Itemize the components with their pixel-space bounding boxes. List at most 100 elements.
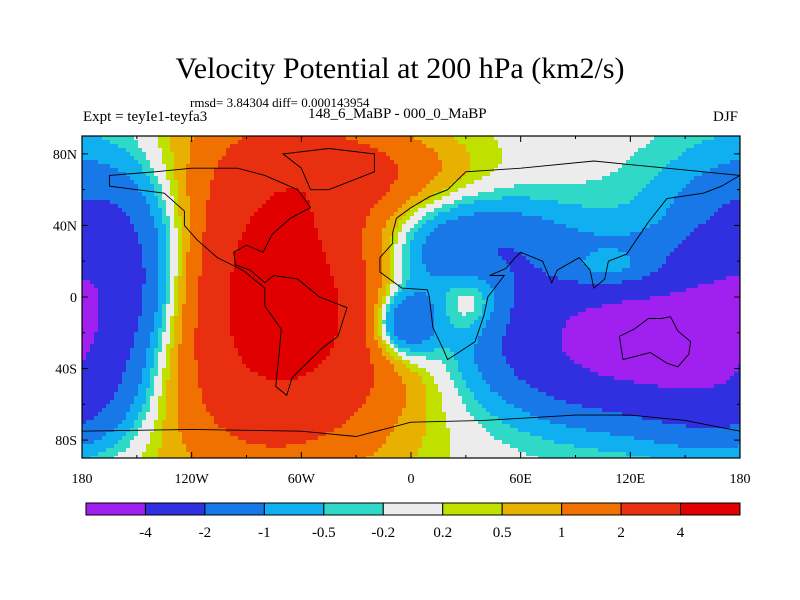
field-cell [726, 160, 731, 165]
field-cell [350, 164, 355, 169]
field-cell [366, 168, 371, 173]
field-cell [594, 148, 599, 153]
field-cell [618, 204, 623, 209]
field-cell [174, 196, 179, 201]
field-cell [86, 244, 91, 249]
field-cell [174, 164, 179, 169]
field-cell [510, 252, 515, 257]
field-cell [370, 252, 375, 257]
field-cell [118, 176, 123, 181]
field-cell [690, 248, 695, 253]
field-cell [650, 168, 655, 173]
field-cell [290, 248, 295, 253]
field-cell [658, 188, 663, 193]
field-cell [722, 184, 727, 189]
field-cell [690, 240, 695, 245]
field-cell [186, 236, 191, 241]
field-cell [470, 164, 475, 169]
field-cell [698, 184, 703, 189]
field-cell [334, 232, 339, 237]
field-cell [734, 208, 739, 213]
field-cell [726, 200, 731, 205]
field-cell [246, 144, 251, 149]
field-cell [474, 204, 479, 209]
field-cell [230, 168, 235, 173]
field-cell [86, 136, 91, 141]
field-cell [286, 180, 291, 185]
field-cell [218, 208, 223, 213]
field-cell [122, 244, 127, 249]
field-cell [430, 228, 435, 233]
field-cell [710, 144, 715, 149]
field-cell [382, 208, 387, 213]
field-cell [210, 256, 215, 261]
field-cell [226, 212, 231, 217]
field-cell [386, 188, 391, 193]
field-cell [366, 220, 371, 225]
field-cell [118, 180, 123, 185]
field-cell [554, 156, 559, 161]
field-cell [230, 172, 235, 177]
field-cell [502, 188, 507, 193]
field-cell [590, 172, 595, 177]
field-cell [686, 240, 691, 245]
field-cell [606, 164, 611, 169]
field-cell [590, 212, 595, 217]
field-cell [98, 176, 103, 181]
field-cell [542, 160, 547, 165]
field-cell [190, 256, 195, 261]
field-cell [582, 176, 587, 181]
field-cell [114, 196, 119, 201]
field-cell [358, 140, 363, 145]
field-cell [706, 244, 711, 249]
field-cell [170, 248, 175, 253]
field-cell [406, 212, 411, 217]
field-cell [442, 224, 447, 229]
field-cell [678, 248, 683, 253]
field-cell [510, 244, 515, 249]
field-cell [426, 160, 431, 165]
field-cell [442, 248, 447, 253]
field-cell [406, 168, 411, 173]
field-cell [522, 216, 527, 221]
field-cell [206, 220, 211, 225]
field-cell [658, 248, 663, 253]
field-cell [302, 144, 307, 149]
field-cell [586, 192, 591, 197]
field-cell [406, 136, 411, 141]
field-cell [114, 176, 119, 181]
field-cell [458, 220, 463, 225]
field-cell [458, 140, 463, 145]
field-cell [590, 220, 595, 225]
field-cell [494, 252, 499, 257]
field-cell [370, 208, 375, 213]
field-cell [238, 144, 243, 149]
field-cell [342, 240, 347, 245]
field-cell [502, 140, 507, 145]
field-cell [162, 184, 167, 189]
field-cell [130, 200, 135, 205]
field-cell [394, 156, 399, 161]
field-cell [686, 144, 691, 149]
field-cell [138, 196, 143, 201]
field-cell [626, 184, 631, 189]
field-cell [478, 172, 483, 177]
field-cell [410, 192, 415, 197]
field-cell [370, 176, 375, 181]
field-cell [178, 156, 183, 161]
field-cell [406, 244, 411, 249]
field-cell [142, 204, 147, 209]
field-cell [206, 136, 211, 141]
field-cell [478, 164, 483, 169]
field-cell [222, 244, 227, 249]
field-cell [338, 168, 343, 173]
field-cell [606, 228, 611, 233]
field-cell [170, 244, 175, 249]
field-cell [506, 244, 511, 249]
field-cell [406, 192, 411, 197]
field-cell [642, 224, 647, 229]
field-cell [578, 220, 583, 225]
field-cell [438, 188, 443, 193]
field-cell [470, 140, 475, 145]
field-cell [126, 240, 131, 245]
